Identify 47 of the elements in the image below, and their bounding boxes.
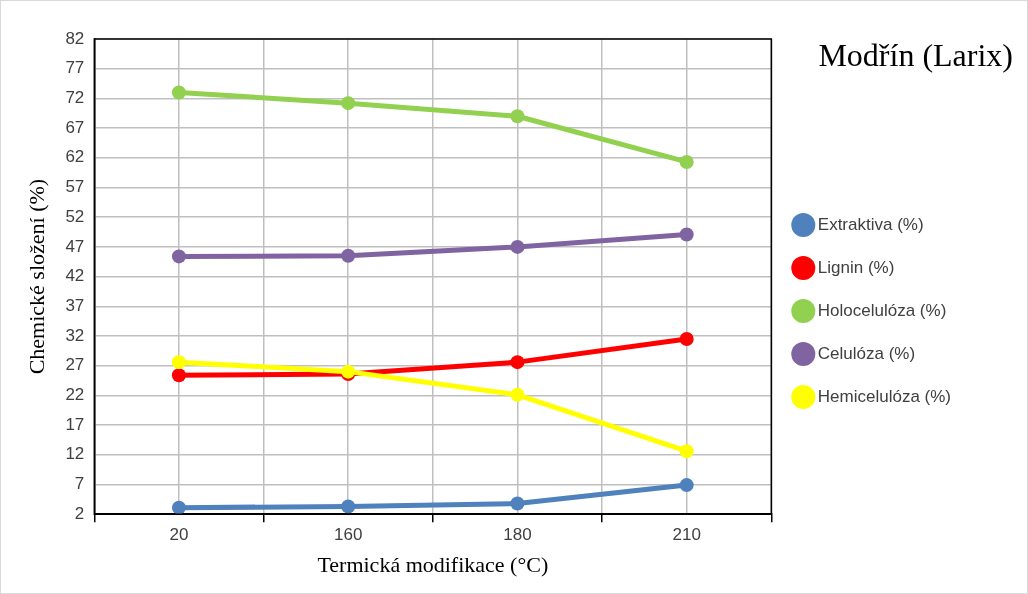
- y-tick-label: 62: [65, 147, 85, 167]
- y-tick-label: 47: [65, 236, 85, 256]
- point: [341, 499, 356, 514]
- y-tick-label: 82: [65, 28, 85, 48]
- legend-label: Lignin (%): [817, 257, 895, 277]
- point: [510, 109, 525, 124]
- y-axis-title: Chemické složení (%): [23, 178, 49, 375]
- legend-label: Holocelulóza (%): [817, 300, 947, 320]
- y-tick-label: 2: [74, 503, 85, 523]
- y-tick-label: 37: [65, 295, 85, 315]
- y-tick-label: 22: [65, 385, 85, 405]
- y-tick-label: 12: [65, 444, 85, 464]
- y-tick-label: 77: [65, 58, 85, 78]
- legend-label: Hemicelulóza (%): [817, 386, 951, 406]
- x-tick-label: 210: [672, 525, 701, 545]
- point: [510, 239, 525, 254]
- point: [679, 227, 694, 242]
- y-tick-label: 7: [74, 474, 85, 494]
- point: [341, 248, 356, 263]
- point: [171, 368, 186, 383]
- point: [171, 500, 186, 515]
- text: Modřín (Larix): [818, 37, 1013, 74]
- x-axis-title: Termická modifikace (°C): [317, 551, 549, 577]
- point: [679, 444, 694, 459]
- x-tick-label: 180: [503, 525, 532, 545]
- point: [510, 387, 525, 402]
- point: [510, 355, 525, 370]
- legend-label: Celulóza (%): [817, 343, 916, 363]
- y-tick-label: 27: [65, 355, 85, 375]
- point: [171, 355, 186, 370]
- point: [171, 85, 186, 100]
- point: [341, 96, 356, 111]
- point: [679, 331, 694, 346]
- y-tick-label: 72: [65, 88, 85, 108]
- point: [679, 154, 694, 169]
- point: [171, 249, 186, 264]
- y-tick-label: 42: [65, 266, 85, 286]
- y-tick-label: 17: [65, 414, 85, 434]
- point: [510, 496, 525, 511]
- y-tick-label: 67: [65, 117, 85, 137]
- x-tick-label: 20: [169, 525, 189, 545]
- y-tick-label: 57: [65, 177, 85, 197]
- y-tick-label: 32: [65, 325, 85, 345]
- y-tick-label: 52: [65, 206, 85, 226]
- legend-label: Extraktiva (%): [817, 214, 924, 234]
- x-tick-label: 160: [333, 525, 363, 545]
- point: [679, 478, 694, 493]
